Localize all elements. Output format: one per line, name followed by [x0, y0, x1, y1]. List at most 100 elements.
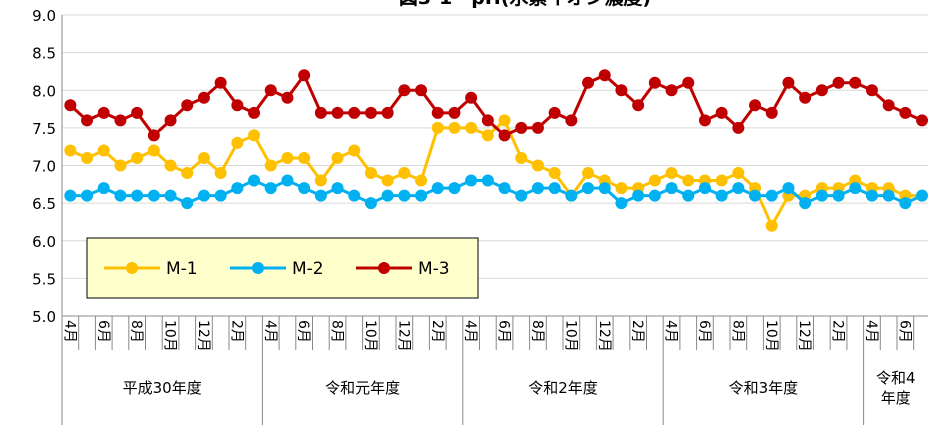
data-point: [147, 144, 160, 157]
data-point: [131, 106, 144, 119]
legend: M-1 M-2 M-3: [86, 237, 479, 299]
x-tick-label: 6月: [295, 320, 311, 343]
data-point: [832, 76, 845, 89]
x-tick-label: 6月: [896, 320, 912, 343]
data-point: [665, 84, 678, 97]
data-point: [749, 99, 762, 112]
data-point: [348, 144, 361, 157]
data-point: [715, 106, 728, 119]
data-point: [715, 174, 728, 187]
data-point: [81, 151, 94, 164]
x-tick-label: 4月: [663, 320, 679, 343]
x-tick-label: 10月: [562, 320, 578, 352]
data-point: [698, 182, 711, 195]
data-point: [181, 197, 194, 210]
data-point: [147, 129, 160, 142]
data-point: [465, 174, 478, 187]
data-point: [465, 91, 478, 104]
data-point: [582, 76, 595, 89]
data-point: [298, 182, 311, 195]
data-point: [665, 182, 678, 195]
x-tick-label: 6月: [696, 320, 712, 343]
group-label: 平成30年度: [122, 379, 202, 397]
data-point: [598, 69, 611, 82]
data-point: [131, 151, 144, 164]
data-point: [298, 151, 311, 164]
y-tick-label: 5.5: [32, 270, 56, 288]
x-tick-label: 8月: [329, 320, 345, 343]
data-point: [415, 174, 428, 187]
data-point: [331, 182, 344, 195]
data-point: [531, 159, 544, 172]
y-tick-label: 8.0: [32, 82, 56, 100]
chart-title: 図3-1 pH(水素イオン濃度): [399, 0, 651, 9]
data-point: [381, 174, 394, 187]
data-point: [398, 189, 411, 202]
data-point: [164, 159, 177, 172]
legend-label: M-3: [418, 259, 450, 279]
y-tick-label: 8.5: [32, 45, 56, 63]
x-tick-label: 10月: [763, 320, 779, 352]
x-tick-label: 2月: [429, 320, 445, 343]
data-point: [398, 84, 411, 97]
data-point: [515, 121, 528, 134]
data-point: [197, 189, 210, 202]
data-point: [531, 121, 544, 134]
data-point: [665, 167, 678, 180]
y-tick-label: 6.5: [32, 195, 56, 213]
data-point: [849, 182, 862, 195]
data-point: [498, 182, 511, 195]
y-tick-label: 7.5: [32, 120, 56, 138]
data-point: [281, 91, 294, 104]
group-label: 令和3年度: [728, 379, 799, 397]
data-point: [431, 121, 444, 134]
legend-label: M-1: [166, 259, 198, 279]
group-label: 令和元年度: [325, 379, 401, 397]
data-point: [364, 167, 377, 180]
data-point: [364, 197, 377, 210]
data-point: [131, 189, 144, 202]
data-point: [398, 167, 411, 180]
data-point: [916, 114, 928, 127]
data-point: [314, 189, 327, 202]
x-tick-label: 10月: [162, 320, 178, 352]
data-point: [815, 84, 828, 97]
data-point: [214, 167, 227, 180]
data-point: [381, 106, 394, 119]
data-point: [248, 174, 261, 187]
data-point: [264, 159, 277, 172]
data-point: [865, 84, 878, 97]
data-point: [248, 106, 261, 119]
x-tick-label: 8月: [529, 320, 545, 343]
x-tick-label: 2月: [830, 320, 846, 343]
data-point: [231, 136, 244, 149]
x-tick-label: 12月: [596, 320, 612, 352]
data-point: [832, 189, 845, 202]
data-point: [97, 106, 110, 119]
data-point: [849, 76, 862, 89]
data-point: [381, 189, 394, 202]
data-point: [865, 189, 878, 202]
data-point: [164, 189, 177, 202]
data-point: [331, 106, 344, 119]
data-point: [515, 151, 528, 164]
data-point: [415, 84, 428, 97]
data-point: [765, 106, 778, 119]
data-point: [431, 182, 444, 195]
data-point: [364, 106, 377, 119]
data-point: [448, 121, 461, 134]
data-point: [632, 189, 645, 202]
data-point: [181, 167, 194, 180]
data-point: [114, 159, 127, 172]
data-point: [481, 174, 494, 187]
data-point: [615, 84, 628, 97]
x-tick-label: 12月: [395, 320, 411, 352]
x-tick-label: 6月: [95, 320, 111, 343]
data-point: [582, 182, 595, 195]
data-point: [698, 114, 711, 127]
data-point: [782, 76, 795, 89]
data-point: [264, 182, 277, 195]
data-point: [815, 189, 828, 202]
